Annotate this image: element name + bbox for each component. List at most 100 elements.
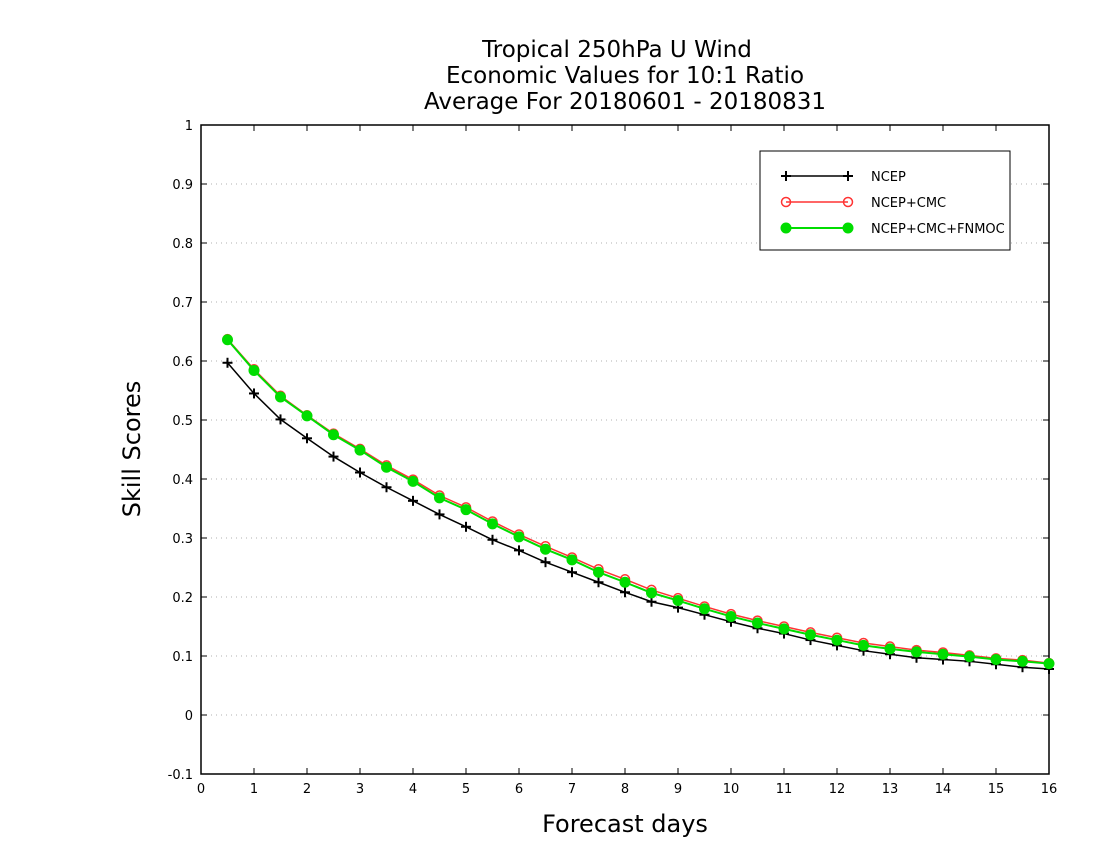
legend-item-ncep-cmc-fnmoc: NCEP+CMC+FNMOC	[780, 222, 1005, 237]
data-point-ncep-cmc-fnmoc	[752, 617, 763, 629]
x-tick-label: 8	[621, 782, 629, 797]
legend-label-ncep: NCEP	[871, 170, 906, 185]
data-point-ncep-cmc-fnmoc	[381, 461, 392, 473]
y-tick-label: 1	[185, 119, 193, 134]
data-point-ncep-cmc-fnmoc	[725, 610, 737, 622]
legend-marker-ncep-cmc-fnmoc	[780, 222, 792, 234]
data-point-ncep	[514, 545, 524, 556]
y-tick-label: -0.1	[168, 768, 193, 783]
data-point-ncep	[328, 451, 339, 462]
legend-marker-ncep	[843, 171, 853, 181]
y-tick-label: 0.6	[172, 355, 193, 370]
data-point-ncep-cmc-fnmoc	[328, 429, 339, 441]
data-point-ncep-cmc-fnmoc	[513, 531, 525, 543]
x-tick-label: 13	[882, 782, 899, 797]
data-point-ncep	[222, 357, 233, 368]
x-tick-label: 12	[829, 782, 846, 797]
y-tick-label: 0.5	[172, 414, 193, 429]
data-point-ncep	[275, 414, 286, 425]
data-point-ncep-cmc-fnmoc	[248, 364, 260, 376]
x-tick-label: 16	[1041, 782, 1058, 797]
data-point-ncep-cmc-fnmoc	[354, 444, 366, 456]
x-tick-label: 9	[674, 782, 682, 797]
data-point-ncep-cmc-fnmoc	[937, 648, 949, 660]
x-tick-label: 7	[568, 782, 576, 797]
x-tick-label: 0	[197, 782, 205, 797]
data-point-ncep	[567, 567, 577, 578]
data-point-ncep	[249, 388, 259, 399]
series-line-ncep	[226, 362, 1050, 670]
legend-marker-ncep-cmc-fnmoc	[842, 222, 854, 234]
data-point-ncep-cmc-fnmoc	[222, 334, 233, 346]
data-point-ncep-cmc-fnmoc	[646, 587, 657, 599]
legend-box	[759, 150, 1011, 251]
x-tick-label: 11	[776, 782, 793, 797]
data-point-ncep	[487, 534, 498, 545]
data-point-ncep-cmc-fnmoc	[831, 634, 843, 646]
data-point-ncep-cmc-fnmoc	[672, 595, 684, 607]
data-point-ncep	[620, 587, 630, 598]
data-point-ncep	[302, 433, 312, 444]
data-point-ncep-cmc-fnmoc	[301, 410, 313, 422]
data-point-ncep	[408, 495, 418, 506]
data-point-ncep	[646, 596, 657, 607]
legend-marker-ncep-cmc	[842, 196, 854, 208]
data-point-ncep-cmc-fnmoc	[805, 629, 816, 641]
data-point-ncep-cmc-fnmoc	[699, 603, 710, 615]
data-point-ncep-cmc-fnmoc	[778, 623, 790, 635]
x-tick-label: 3	[356, 782, 364, 797]
data-point-ncep-cmc-fnmoc	[990, 654, 1002, 666]
data-point-ncep	[434, 509, 445, 520]
legend-marker-ncep-cmc	[780, 196, 792, 208]
series-ncep-cmc	[222, 333, 1055, 669]
x-tick-label: 15	[988, 782, 1005, 797]
series-line-ncep-cmc	[226, 338, 1050, 664]
chart-title-line-2: Economic Values for 10:1 Ratio	[446, 63, 804, 89]
x-tick-label: 10	[723, 782, 740, 797]
data-point-ncep	[540, 557, 551, 568]
legend: NCEP NCEP+CMC NCEP+CMC+FNMOC	[759, 150, 1011, 251]
x-tick-label: 4	[409, 782, 417, 797]
data-point-ncep-cmc-fnmoc	[275, 391, 286, 403]
data-point-ncep-cmc-fnmoc	[487, 518, 498, 530]
x-tick-label: 6	[515, 782, 523, 797]
series-ncep-cmc-fnmoc	[222, 334, 1055, 670]
legend-item-ncep: NCEP	[781, 170, 906, 185]
y-tick-label: 0.9	[172, 178, 193, 193]
data-point-ncep-cmc-fnmoc	[566, 554, 578, 566]
x-tick-label: 14	[935, 782, 952, 797]
legend-marker-ncep	[781, 171, 791, 181]
data-point-ncep-cmc-fnmoc	[434, 492, 445, 504]
data-point-ncep	[355, 467, 365, 478]
chart-title-line-3: Average For 20180601 - 20180831	[424, 89, 826, 115]
y-tick-label: 0.3	[172, 532, 193, 547]
data-point-ncep-cmc-fnmoc	[1043, 658, 1055, 670]
y-tick-label: 0.2	[172, 591, 193, 606]
data-point-ncep-cmc-fnmoc	[911, 646, 922, 658]
grid	[201, 183, 1049, 716]
data-point-ncep-cmc-fnmoc	[1017, 655, 1028, 667]
x-tick-label: 1	[250, 782, 258, 797]
legend-item-ncep-cmc: NCEP+CMC	[780, 196, 946, 211]
data-point-ncep	[593, 577, 604, 588]
legend-label-ncep-cmc-fnmoc: NCEP+CMC+FNMOC	[871, 222, 1005, 237]
data-point-ncep	[381, 482, 392, 493]
series-ncep	[222, 357, 1054, 674]
y-tick-label: 0.8	[172, 237, 193, 252]
axis-ticks: -0.100.10.20.30.40.50.60.70.80.910 1 2 3 4 5 6…	[168, 119, 1058, 797]
data-point-ncep-cmc-fnmoc	[407, 475, 419, 487]
data-point-ncep-cmc-fnmoc	[593, 566, 604, 578]
y-axis-label: Skill Scores	[118, 381, 146, 518]
data-point-ncep-cmc-fnmoc	[858, 639, 869, 651]
x-tick-label: 2	[303, 782, 311, 797]
data-point-ncep	[461, 521, 471, 532]
data-point-ncep-cmc-fnmoc	[540, 543, 551, 555]
data-point-ncep-cmc-fnmoc	[964, 651, 975, 663]
y-tick-label: 0.1	[172, 650, 193, 665]
chart-title-line-1: Tropical 250hPa U Wind	[481, 37, 752, 63]
y-tick-label: 0.4	[172, 473, 193, 488]
data-point-ncep-cmc-fnmoc	[460, 504, 472, 516]
series-layer	[222, 333, 1055, 674]
y-tick-label: 0.7	[172, 296, 193, 311]
